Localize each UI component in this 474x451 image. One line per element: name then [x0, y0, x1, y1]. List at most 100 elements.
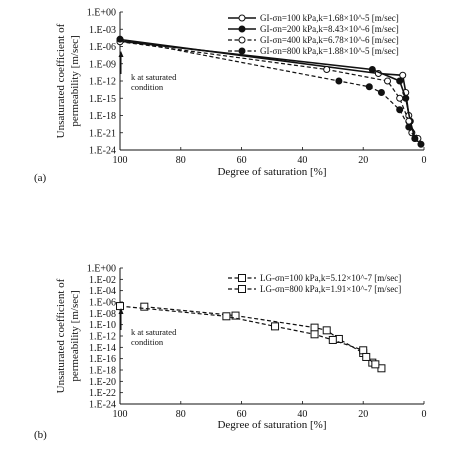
x-tick-label-b: 20	[358, 409, 368, 420]
y-tick-label-a: 1.E-18	[89, 111, 116, 122]
y-tick-label-a: 1.E-15	[89, 94, 116, 105]
legend-label-a-0: GI-σn=100 kPa,k=1.68×10^-5 [m/sec]	[260, 13, 399, 23]
x-tick-label-a: 40	[297, 155, 307, 166]
panel-label-a: (a)	[34, 172, 47, 184]
legend-marker-a-0	[238, 14, 246, 22]
x-tick-label-b: 100	[113, 409, 128, 420]
data-point-a-3	[405, 123, 413, 131]
y-tick-labels-b: 1.E+001.E-021.E-041.E-061.E-081.E-101.E-…	[87, 264, 116, 411]
y-tick-label-b: 1.E-20	[89, 377, 116, 388]
chart-a: 1.E+00 1.E-03 1.E-06 1.E-09 1.E-12 1.E-15 1.E-…	[34, 8, 427, 185]
data-point-a-2	[384, 77, 392, 85]
data-point-a-3	[335, 77, 343, 85]
x-tick-label-b: 80	[176, 409, 186, 420]
y-tick-label-a: 1.E-09	[89, 59, 116, 70]
y-tick-label-a: 1.E-12	[89, 77, 116, 88]
data-point-a-1	[402, 94, 410, 102]
legend-label-b-1: LG-σn=800 kPa,k=1.91×10^-7 [m/sec]	[260, 284, 401, 294]
data-point-a-1	[368, 66, 376, 73]
data-point-b-1	[271, 322, 280, 331]
data-point-a-3	[116, 35, 124, 43]
legend-label-b-0: LG-σn=100 kPa,k=5.12×10^-7 [m/sec]	[260, 273, 401, 283]
y-tick-label-b: 1.E+00	[87, 264, 116, 275]
series-group-a	[116, 35, 425, 148]
x-tick-label-a: 20	[358, 155, 368, 166]
y-tick-label-b: 1.E-04	[89, 286, 116, 297]
y-axis-label-b-line1: Unsaturated coefficient of	[55, 278, 67, 393]
annotation-arrowhead-a	[118, 51, 124, 57]
data-point-b-0	[231, 311, 240, 320]
legend-a: GI-σn=100 kPa,k=1.68×10^-5 [m/sec]GI-σn=…	[228, 13, 399, 56]
data-point-a-0	[399, 71, 407, 79]
y-tick-label-b: 1.E-06	[89, 298, 116, 309]
data-point-a-1	[396, 77, 404, 85]
y-tick-label-a: 1.E-03	[89, 25, 116, 36]
legend-marker-a-3	[238, 47, 246, 55]
y-tick-label-b: 1.E-10	[89, 320, 116, 331]
data-point-a-3	[396, 106, 404, 114]
x-tick-label-a: 100	[113, 155, 128, 166]
y-axis-label-a-line2: permeability [m/sec]	[69, 35, 81, 126]
data-point-a-3	[377, 89, 385, 96]
y-axis-label-b-line2: permeability [m/sec]	[69, 290, 81, 381]
data-point-a-2	[396, 94, 404, 102]
data-point-b-0	[140, 302, 149, 311]
x-tick-label-b: 0	[422, 409, 427, 420]
legend-marker-a-2	[238, 36, 246, 44]
y-tick-label-b: 1.E-16	[89, 354, 116, 365]
data-point-b-1	[371, 360, 380, 369]
chart-b: 1.E+001.E-021.E-041.E-061.E-081.E-101.E-…	[34, 264, 427, 442]
data-point-b-1	[222, 312, 231, 321]
data-point-a-3	[365, 83, 373, 91]
legend-marker-a-1	[238, 25, 246, 33]
series-line-a-3	[119, 38, 422, 145]
annotation-text-b-line1: k at saturated	[131, 327, 177, 337]
x-tick-labels-a: 100 80 60 40 20 0	[113, 155, 427, 166]
x-axis-label-b: Degree of saturation [%]	[217, 419, 326, 431]
y-tick-label-b: 1.E-22	[89, 388, 116, 399]
y-tick-label-a: 1.E-24	[89, 146, 116, 157]
data-point-b-0	[310, 323, 319, 332]
x-tick-label-b: 40	[297, 409, 307, 420]
data-point-b-0	[322, 326, 331, 335]
panel-label-b: (b)	[34, 429, 47, 441]
y-tick-label-a: 1.E-21	[89, 128, 116, 139]
x-tick-label-a: 80	[176, 155, 186, 166]
x-tick-labels-b: 100 80 60 40 20 0	[113, 409, 427, 420]
y-tick-label-b: 1.E-02	[89, 275, 116, 286]
y-tick-label-b: 1.E-12	[89, 332, 116, 343]
data-point-b-1	[310, 330, 319, 339]
annotation-text-b-line2: condition	[131, 337, 164, 347]
legend-b: LG-σn=100 kPa,k=5.12×10^-7 [m/sec]LG-σn=…	[228, 273, 401, 294]
y-tick-label-b: 1.E-24	[89, 400, 116, 411]
data-point-b-1	[116, 302, 124, 311]
data-point-a-2	[323, 66, 331, 73]
data-point-a-3	[411, 135, 419, 142]
series-group-b	[116, 302, 386, 373]
y-tick-labels-a: 1.E+00 1.E-03 1.E-06 1.E-09 1.E-12 1.E-15 1.E-…	[87, 8, 116, 157]
y-tick-label-a: 1.E+00	[87, 8, 116, 19]
legend-marker-b-0	[238, 274, 246, 282]
y-axis-label-a-line1: Unsaturated coefficient of	[55, 23, 67, 138]
y-tick-label-b: 1.E-14	[89, 343, 116, 354]
data-point-a-3	[417, 140, 425, 148]
data-point-b-1	[359, 346, 368, 355]
data-point-b-1	[328, 335, 337, 344]
annotation-text-a-line1: k at saturated	[131, 72, 177, 82]
x-tick-label-a: 60	[237, 155, 247, 166]
x-tick-label-a: 0	[422, 155, 427, 166]
y-tick-label-b: 1.E-08	[89, 309, 116, 320]
annotation-arrowhead-b	[118, 308, 124, 314]
data-point-b-1	[362, 352, 371, 361]
legend-marker-b-1	[238, 285, 246, 293]
legend-label-a-2: GI-σn=400 kPa,k=6.78×10^-6 [m/sec]	[260, 35, 399, 45]
annotation-text-a-line2: condition	[131, 82, 164, 92]
x-tick-label-b: 60	[237, 409, 247, 420]
y-tick-label-a: 1.E-06	[89, 42, 116, 53]
legend-label-a-3: GI-σn=800 kPa,k=1.88×10^-5 [m/sec]	[260, 46, 399, 56]
x-axis-label-a: Degree of saturation [%]	[217, 166, 326, 178]
legend-label-a-1: GI-σn=200 kPa,k=8.43×10^-6 [m/sec]	[260, 24, 399, 34]
series-line-a-2	[119, 41, 419, 139]
y-tick-label-b: 1.E-18	[89, 366, 116, 377]
